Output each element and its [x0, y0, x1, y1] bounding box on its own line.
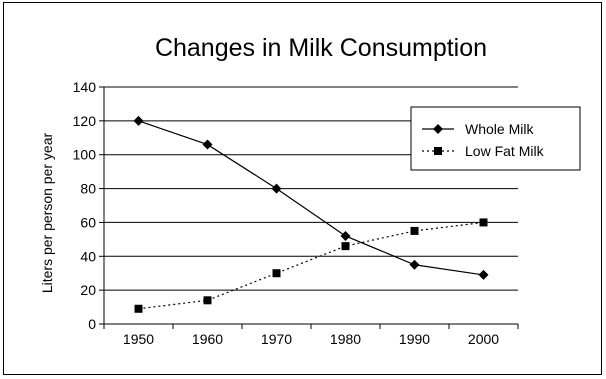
data-point: [271, 183, 282, 194]
legend-label: Low Fat Milk: [465, 143, 545, 159]
data-point: [409, 259, 420, 270]
y-tick-label: 120: [73, 113, 97, 129]
series-line: [138, 120, 484, 276]
chart-figure: Changes in Milk Consumption Liters per p…: [3, 2, 602, 375]
series-line: [138, 221, 484, 310]
x-tick-label: 1970: [261, 331, 292, 347]
tick-labels: 0 20 40 60 80 100 120 140 1950 1960 1970 1980 1990 20…: [73, 79, 500, 347]
x-tick-label: 1990: [399, 331, 430, 347]
data-point: [479, 218, 488, 227]
y-tick-label: 60: [80, 214, 96, 230]
y-tick-label: 100: [73, 147, 97, 163]
data-point: [478, 269, 489, 280]
x-tick-label: 1960: [192, 331, 223, 347]
series-low-fat-milk: [134, 218, 488, 313]
y-tick-label: 0: [88, 316, 96, 332]
axes: [99, 86, 519, 329]
x-tick-label: 1950: [123, 331, 154, 347]
x-tick-label: 1980: [330, 331, 361, 347]
y-tick-label: 80: [80, 181, 96, 197]
legend-marker: [434, 147, 442, 155]
gridlines: [104, 86, 518, 291]
y-tick-label: 40: [80, 248, 96, 264]
chart-title: Changes in Milk Consumption: [155, 34, 487, 62]
x-tick-label: 2000: [468, 331, 499, 347]
legend-marker: [433, 124, 443, 134]
series-whole-milk: [133, 115, 489, 280]
data-point: [202, 139, 213, 150]
line-chart: Changes in Milk Consumption Liters per p…: [39, 34, 581, 347]
data-point: [340, 230, 351, 241]
data-point: [134, 304, 143, 313]
series-lines: [133, 115, 489, 313]
legend-box: [410, 106, 581, 171]
data-point: [341, 242, 350, 251]
data-point: [272, 269, 281, 278]
y-tick-label: 20: [80, 282, 96, 298]
y-tick-label: 140: [73, 79, 97, 95]
data-point: [203, 296, 212, 305]
legend-label: Whole Milk: [465, 121, 534, 137]
y-axis-label: Liters per person per year: [39, 133, 55, 294]
data-point: [133, 115, 144, 126]
data-point: [410, 226, 419, 235]
legend: Whole Milk Low Fat Milk: [410, 106, 581, 171]
